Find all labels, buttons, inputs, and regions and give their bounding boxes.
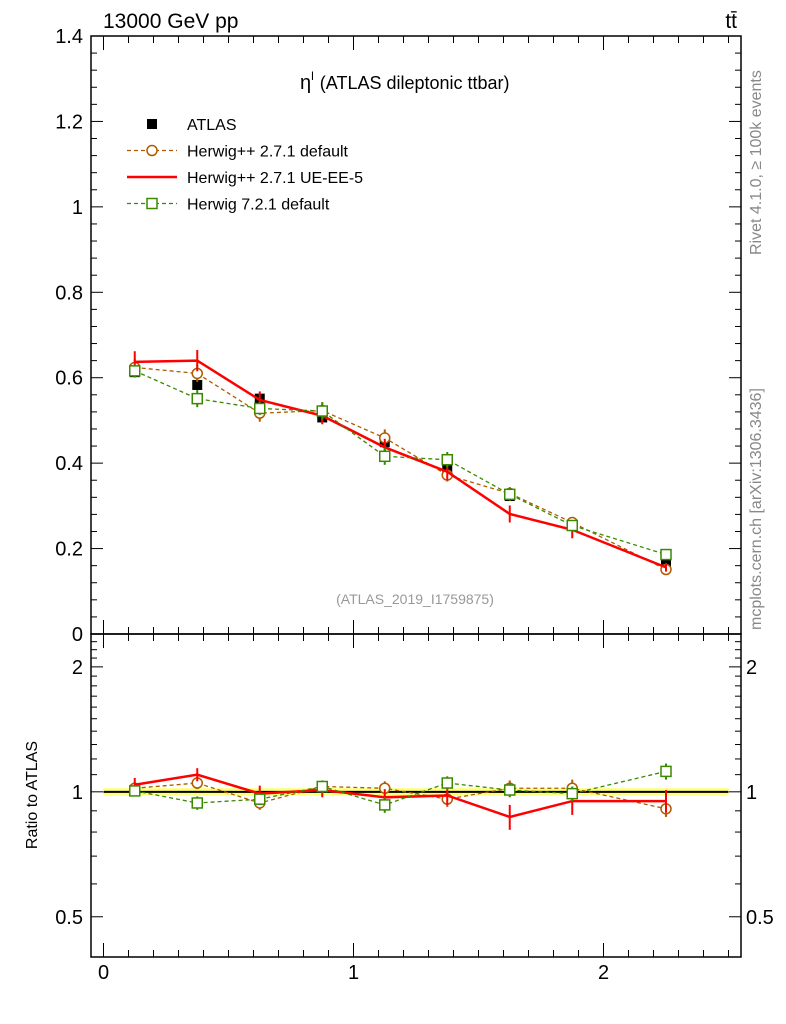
legend-label: Herwig 7.2.1 default — [187, 197, 330, 214]
ratio-data-point — [441, 777, 453, 789]
main-data-point — [660, 548, 672, 561]
legend-label: Herwig++ 2.7.1 UE-EE-5 — [187, 170, 363, 187]
ratio-ytick-label-right: 1 — [746, 782, 757, 804]
main-data-point — [192, 379, 203, 390]
main-ytick-label: 1 — [72, 197, 83, 219]
ratio-data-point — [660, 765, 672, 778]
ratio-data-point — [129, 785, 141, 797]
main-data-point — [441, 453, 453, 466]
main-ytick-label: 1.2 — [55, 111, 83, 133]
source-label: mcplots.cern.ch [arXiv:1306.3436] — [748, 388, 765, 630]
xtick-label: 1 — [348, 962, 359, 984]
ratio-data-point — [316, 780, 328, 793]
ratio-frame — [90, 633, 742, 958]
ratio-ytick-label-right: 0.5 — [746, 907, 774, 929]
ratio-data-point — [379, 799, 391, 811]
main-ytick-label: 0 — [72, 624, 83, 646]
main-plot-panel: 0 0.2 0.4 0.6 0.8 1 1.2 1.4 — [55, 26, 742, 646]
title-superscript: l — [311, 69, 314, 83]
main-series-line — [134, 370, 667, 556]
main-data-point — [129, 365, 141, 377]
main-data-point — [504, 488, 516, 501]
main-ytick-label: 0.4 — [55, 453, 83, 475]
ratio-ytick-label-right: 2 — [746, 657, 757, 679]
main-data-point — [379, 450, 391, 463]
main-data-point — [566, 519, 578, 532]
main-ytick-label: 0.6 — [55, 368, 83, 390]
ratio-data-point — [566, 787, 578, 800]
rivet-label: Rivet 4.1.0, ≥ 100k events — [748, 70, 765, 255]
ratio-ytick-label: 0.5 — [55, 907, 83, 929]
legend: ATLAS Herwig++ 2.7.1 default Herwig++ 2.7.… — [127, 117, 363, 214]
ratio-ylabel: Ratio to ATLAS — [24, 741, 41, 849]
ratio-ytick-label: 1 — [72, 782, 83, 804]
ratio-data-point — [191, 797, 203, 809]
legend-marker — [146, 197, 158, 210]
chart-title: ηl (ATLAS dileptonic ttbar) — [300, 69, 510, 94]
main-data-point — [191, 392, 203, 405]
title-text: (ATLAS dileptonic ttbar) — [320, 73, 510, 93]
title-symbol: η — [300, 72, 311, 94]
main-data-point — [316, 405, 328, 417]
ratio-data-point — [254, 793, 266, 805]
xtick-label: 0 — [98, 962, 109, 984]
main-ytick-label: 1.4 — [55, 26, 83, 48]
legend-label: Herwig++ 2.7.1 default — [187, 144, 349, 161]
beam-label: 13000 GeV pp — [103, 10, 238, 33]
legend-marker — [147, 119, 157, 129]
process-label: tt̄ — [725, 10, 737, 33]
ratio-data-point — [504, 784, 516, 796]
main-ytick-label: 0.2 — [55, 539, 83, 561]
legend-label: ATLAS — [187, 117, 237, 134]
main-data-point — [254, 402, 266, 415]
ratio-ytick-label: 2 — [72, 657, 83, 679]
legend-marker — [146, 144, 158, 157]
xtick-label: 2 — [598, 962, 609, 984]
analysis-id: (ATLAS_2019_I1759875) — [336, 591, 494, 607]
ratio-plot-panel: 0 1 2 0.5 0.5 1 1 2 2 — [55, 633, 774, 984]
main-ytick-label: 0.8 — [55, 282, 83, 304]
